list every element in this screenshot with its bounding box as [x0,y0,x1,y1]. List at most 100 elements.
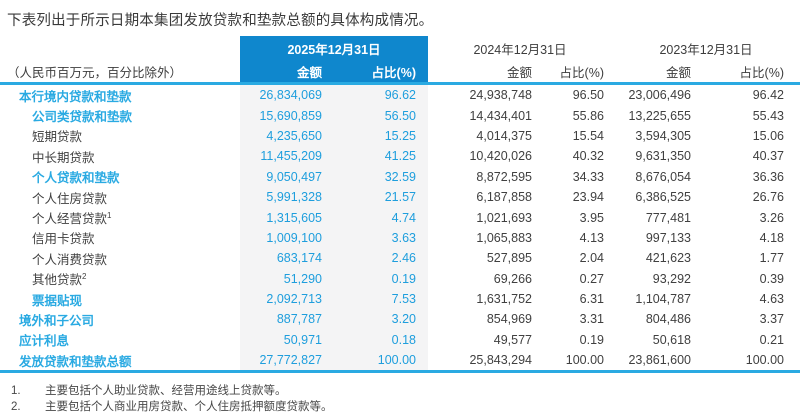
cell-pct-2024: 0.27 [579,271,604,286]
cell-amount-2023: 93,292 [652,271,691,286]
footnote-2-text: 主要包括个人商业用房贷款、个人住房抵押额度贷款等。 [45,400,333,413]
cell-amount-2025: 1,315,605 [240,207,330,228]
footnote-1: 1. 主要包括个人助业贷款、经营用途线上贷款等。 [0,384,800,400]
cell-amount-2025: 5,991,328 [240,186,330,208]
table-row: 发放贷款和垫款总额 27,772,827 100.00 25,843,294 100.0… [0,350,800,372]
pct-header-2024: 占比(%) [559,65,604,80]
cell-amount-2025: 887,787 [240,309,330,330]
cell-pct-2025: 32.59 [330,166,428,187]
cell-amount-2025: 2,092,713 [240,288,330,310]
loans-composition-table: 2025年12月31日 2024年12月31日 2023年12月31日 （人民币… [0,36,800,373]
row-label: 境外和子公司 [0,309,240,329]
footnote-1-number: 1. [11,385,21,398]
row-label: 个人贷款和垫款 [0,167,240,187]
table-row: 应计利息 50,971 0.18 49,577 0.19 50,618 0.21 [0,329,800,351]
cell-pct-2024: 15.54 [572,128,604,143]
cell-amount-2025: 9,050,497 [240,166,330,187]
cell-pct-2025: 56.50 [330,105,428,126]
row-label-text: 中长期贷款 [32,150,95,165]
cell-amount-2023: 777,481 [645,210,691,225]
row-label: 短期贷款 [0,126,240,146]
cell-amount-2024: 49,577 [493,332,532,347]
page-title: 下表列出于所示日期本集团发放贷款和垫款总额的具体构成情况。 [7,13,434,29]
table-header: 2025年12月31日 2024年12月31日 2023年12月31日 （人民币… [0,36,800,84]
pct-header-2023: 占比(%) [739,65,784,80]
row-label: 信用卡贷款 [0,228,240,248]
cell-amount-2024: 69,266 [493,271,532,286]
cell-amount-2024: 4,014,375 [476,128,532,143]
cell-amount-2024: 1,021,693 [476,210,532,225]
cell-amount-2025: 683,174 [240,248,330,269]
row-label-text: 境外和子公司 [19,313,95,328]
cell-pct-2025: 2.46 [330,248,428,269]
cell-pct-2024: 2.04 [579,251,604,266]
cell-pct-2025: 4.74 [330,207,428,228]
table-row: 个人消费贷款 683,174 2.46 527,895 2.04 421,623 1.77 [0,248,800,269]
row-label: 个人经营贷款1 [0,207,240,227]
header-subcolumns-row: （人民币百万元，百分比除外） 金额 占比(%) 金额 占比(%) 金额 占比(%… [0,60,800,84]
footnote-2-number: 2. [11,400,21,413]
cell-pct-2024: 4.13 [579,230,604,245]
cell-amount-2023: 9,631,350 [635,149,691,164]
row-label-text: 公司类贷款和垫款 [32,110,133,125]
row-label: 发放贷款和垫款总额 [0,350,240,372]
row-label-text: 个人贷款和垫款 [32,171,120,186]
cell-amount-2023: 3,594,305 [635,128,691,143]
cell-amount-2023: 1,104,787 [635,292,691,307]
cell-amount-2023: 23,861,600 [628,353,691,368]
pct-header-2025: 占比(%) [330,60,428,84]
table-row: 中长期贷款 11,455,209 41.25 10,420,026 40.32 9,631… [0,146,800,167]
cell-pct-2025: 41.25 [330,146,428,167]
row-label-text: 个人经营贷款 [32,212,108,227]
cell-amount-2023: 50,618 [652,332,691,347]
row-label-text: 应计利息 [19,334,70,349]
table-row: 个人经营贷款1 1,315,605 4.74 1,021,693 3.95 777,481… [0,207,800,228]
cell-amount-2023: 421,623 [645,251,691,266]
cell-amount-2025: 26,834,069 [240,83,330,106]
amount-header-2025: 金额 [240,60,330,84]
table-row: 公司类贷款和垫款 15,690,859 56.50 14,434,401 55.86 13… [0,105,800,126]
row-label: 票据贴现 [0,289,240,309]
row-label: 个人消费贷款 [0,248,240,268]
footnote-marker: 2 [82,272,87,282]
amount-header-2024: 金额 [506,65,532,80]
cell-amount-2025: 27,772,827 [240,350,330,372]
cell-amount-2025: 1,009,100 [240,227,330,249]
cell-amount-2024: 854,969 [486,312,532,327]
row-label: 公司类贷款和垫款 [0,105,240,125]
row-label-text: 发放贷款和垫款总额 [19,354,132,369]
footnote-1-text: 主要包括个人助业贷款、经营用途线上贷款等。 [45,385,287,398]
cell-pct-2023: 55.43 [752,108,784,123]
row-label-text: 票据贴现 [32,293,83,308]
table-body: 本行境内贷款和垫款 26,834,069 96.62 24,938,748 96.50 2… [0,83,800,372]
header-spacer [0,36,240,60]
cell-pct-2024: 23.94 [572,190,604,205]
cell-pct-2024: 0.19 [579,332,604,347]
cell-pct-2025: 7.53 [330,288,428,310]
cell-amount-2024: 24,938,748 [469,88,532,103]
row-label-text: 其他贷款 [32,273,83,288]
cell-amount-2023: 6,386,525 [635,190,691,205]
cell-pct-2025: 0.18 [330,329,428,351]
table-row: 个人贷款和垫款 9,050,497 32.59 8,872,595 34.33 8,676… [0,166,800,187]
cell-pct-2024: 96.50 [572,88,604,103]
cell-amount-2025: 50,971 [240,329,330,351]
table-row: 短期贷款 4,235,650 15.25 4,014,375 15.54 3,594,30… [0,125,800,147]
cell-pct-2023: 15.06 [752,128,784,143]
cell-pct-2023: 100.00 [745,353,784,368]
cell-pct-2023: 3.37 [759,312,784,327]
cell-pct-2024: 34.33 [572,169,604,184]
table-row: 个人住房贷款 5,991,328 21.57 6,187,858 23.94 6,386,… [0,186,800,208]
cell-amount-2024: 10,420,026 [469,149,532,164]
cell-amount-2024: 1,065,883 [476,230,532,245]
cell-amount-2023: 23,006,496 [628,88,691,103]
cell-amount-2025: 4,235,650 [240,125,330,147]
cell-pct-2024: 6.31 [579,292,604,307]
cell-pct-2023: 4.18 [759,230,784,245]
table-row: 本行境内贷款和垫款 26,834,069 96.62 24,938,748 96.50 2… [0,83,800,106]
cell-amount-2025: 15,690,859 [240,105,330,126]
cell-amount-2024: 14,434,401 [469,108,532,123]
cell-amount-2025: 51,290 [240,268,330,289]
period-header-2024: 2024年12月31日 [473,42,567,57]
cell-pct-2024: 100.00 [565,353,604,368]
